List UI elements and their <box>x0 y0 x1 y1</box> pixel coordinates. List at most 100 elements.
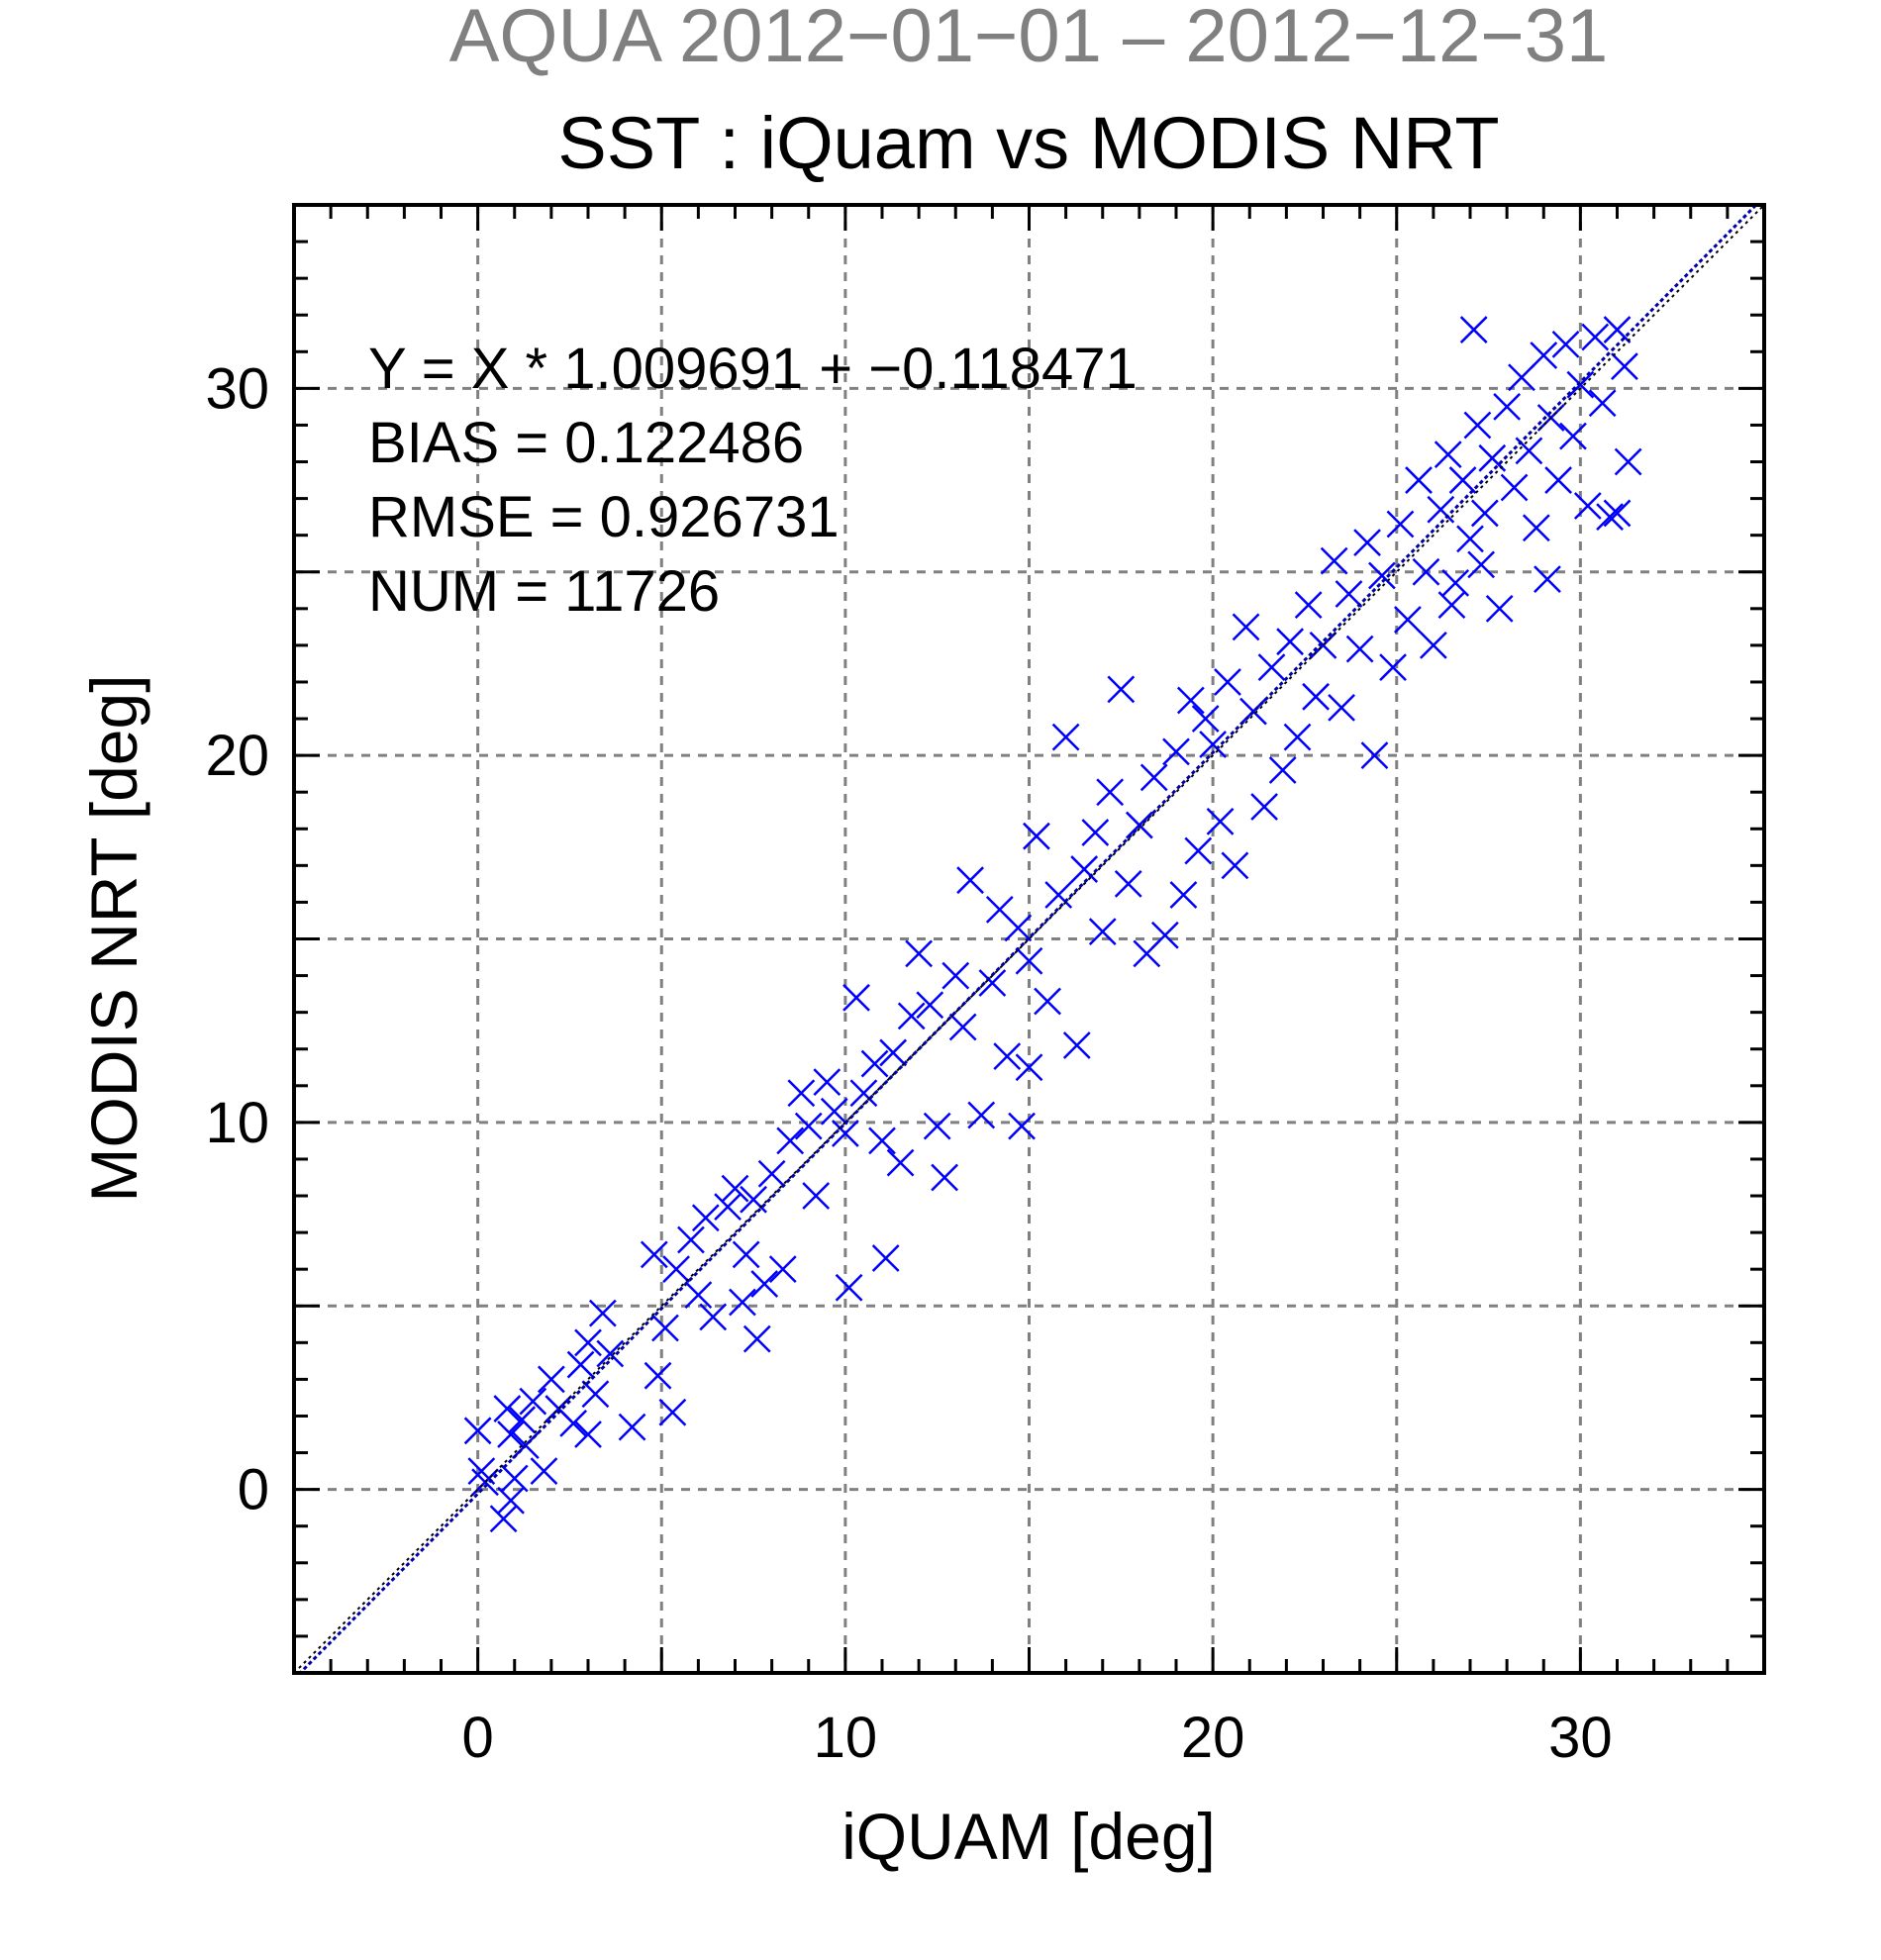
data-point <box>1096 778 1125 807</box>
data-point <box>1139 763 1168 792</box>
data-point <box>1070 855 1099 883</box>
data-point <box>640 1240 668 1269</box>
data-point <box>835 1273 863 1302</box>
data-point <box>742 1324 771 1353</box>
data-point <box>729 1288 756 1317</box>
data-point <box>1500 473 1529 502</box>
data-point <box>1394 606 1422 634</box>
data-point <box>868 1127 896 1155</box>
data-point <box>1107 675 1136 704</box>
data-point <box>1419 632 1447 659</box>
data-point <box>787 1079 816 1108</box>
data-point <box>1176 686 1205 715</box>
data-point <box>497 1421 525 1448</box>
chart-subtitle: SST : iQuam vs MODIS NRT <box>557 102 1499 184</box>
data-point <box>644 1361 672 1390</box>
axis-ticks <box>294 205 1764 1673</box>
data-point <box>1434 441 1462 468</box>
data-point <box>1467 550 1496 579</box>
data-point <box>1508 363 1535 392</box>
data-point <box>1268 756 1297 784</box>
y-tick-label: 0 <box>238 1458 269 1522</box>
data-point <box>618 1413 646 1441</box>
data-point <box>1603 316 1632 343</box>
data-point <box>581 1380 610 1409</box>
data-point <box>1360 741 1389 770</box>
data-point <box>1062 1031 1091 1059</box>
data-point <box>1611 352 1638 381</box>
data-point <box>1081 819 1110 846</box>
x-tick-label: 10 <box>814 1706 878 1770</box>
data-point <box>714 1193 742 1222</box>
data-point <box>1191 705 1220 733</box>
data-point <box>1588 389 1617 418</box>
data-point <box>1004 914 1033 942</box>
data-point <box>566 1350 595 1379</box>
data-point <box>978 969 1007 997</box>
data-point <box>1459 316 1488 343</box>
data-point <box>699 1303 728 1331</box>
data-point <box>1250 793 1278 821</box>
data-point <box>842 983 870 1012</box>
data-point <box>691 1204 720 1232</box>
data-point <box>732 1240 760 1269</box>
data-point <box>1320 546 1348 575</box>
x-tick-label: 20 <box>1181 1706 1245 1770</box>
x-tick-label: 30 <box>1548 1706 1613 1770</box>
bias-value: BIAS = 0.122486 <box>368 411 804 475</box>
data-point <box>941 961 970 990</box>
data-point <box>1015 1053 1043 1082</box>
data-point <box>905 939 934 968</box>
data-point <box>1008 1112 1036 1140</box>
data-point <box>574 1421 602 1448</box>
num-value: NUM = 11726 <box>368 559 720 624</box>
fit-equation: Y = X * 1.009691 + −0.118471 <box>368 337 1138 401</box>
data-point <box>802 1182 831 1210</box>
data-point <box>1437 591 1466 620</box>
data-point <box>1023 822 1050 850</box>
data-point <box>1534 565 1561 594</box>
data-point <box>1386 510 1415 539</box>
data-point <box>1470 499 1499 528</box>
data-point <box>897 1002 926 1030</box>
data-point <box>1559 422 1587 450</box>
x-axis-label: iQUAM [deg] <box>842 1800 1216 1873</box>
data-point <box>757 1159 786 1188</box>
data-point <box>1596 503 1624 532</box>
data-point <box>768 1255 797 1284</box>
data-point <box>559 1410 588 1437</box>
data-point <box>1353 529 1381 556</box>
data-point <box>931 1163 958 1192</box>
data-point <box>1427 495 1455 524</box>
rmse-value: RMSE = 0.926731 <box>368 485 840 549</box>
data-point <box>1379 653 1407 682</box>
data-point <box>1162 737 1190 766</box>
data-point <box>967 1101 996 1129</box>
data-point <box>1232 613 1260 641</box>
x-tick-label: 0 <box>461 1706 493 1770</box>
data-point <box>1257 653 1286 682</box>
data-point <box>1044 881 1073 909</box>
data-point <box>776 1127 805 1155</box>
data-point <box>530 1457 558 1485</box>
data-point <box>813 1068 842 1096</box>
chart-title: AQUA 2012−01−01 – 2012−12−31 <box>449 0 1609 78</box>
y-tick-label: 30 <box>205 356 269 421</box>
data-point <box>1456 525 1484 553</box>
data-point <box>1448 466 1477 494</box>
data-point <box>1302 682 1330 711</box>
fit-line <box>294 205 1764 1673</box>
data-point <box>794 1112 823 1140</box>
data-point <box>1206 807 1235 835</box>
data-point <box>1335 580 1363 608</box>
tick-labels: 0 10 20 30 0 10 20 30 <box>205 356 1612 1770</box>
data-point <box>923 1112 951 1140</box>
data-point <box>1581 323 1610 351</box>
data-point <box>1150 921 1179 949</box>
data-point <box>1544 466 1572 494</box>
data-point <box>588 1299 617 1327</box>
data-point <box>684 1281 713 1310</box>
data-point <box>1214 668 1241 696</box>
data-point <box>871 1244 900 1272</box>
